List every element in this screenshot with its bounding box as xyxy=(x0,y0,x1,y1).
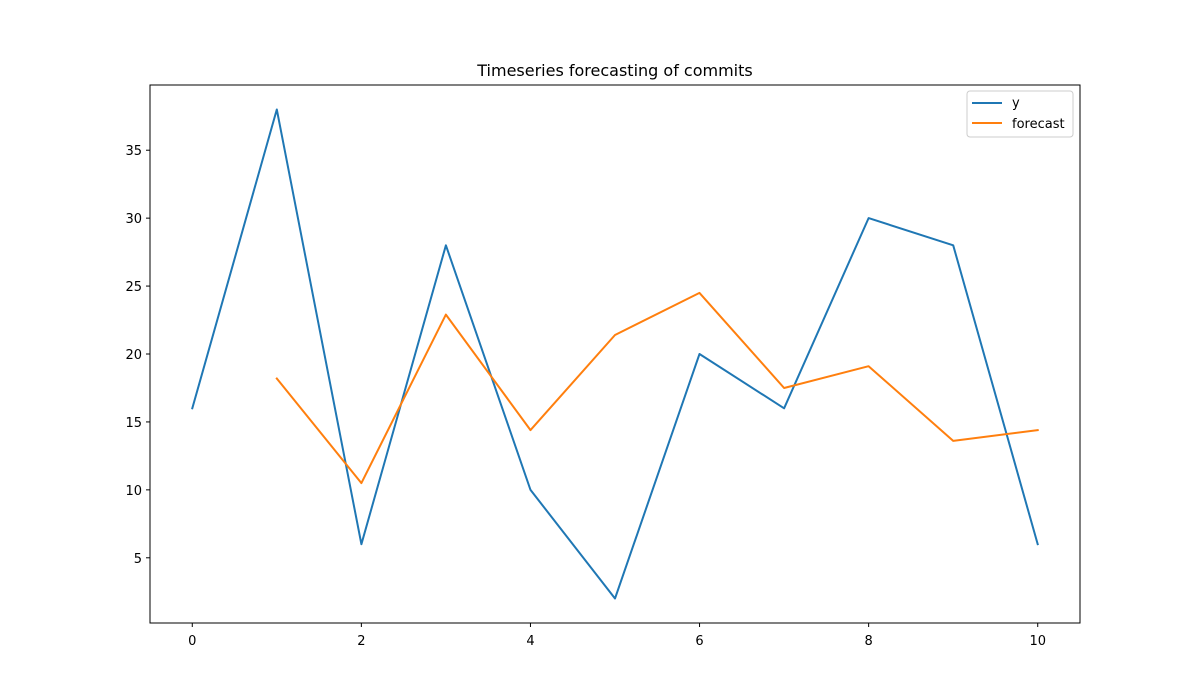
x-tick-label: 8 xyxy=(864,634,872,649)
y-tick-label: 15 xyxy=(125,416,142,431)
y-tick-label: 30 xyxy=(125,212,142,227)
y-tick-label: 5 xyxy=(134,552,142,567)
x-tick-label: 4 xyxy=(526,634,534,649)
x-axis: 0 2 4 6 8 10 xyxy=(188,623,1046,649)
x-tick-label: 2 xyxy=(357,634,365,649)
y-axis: 5 10 15 20 25 30 35 xyxy=(125,144,150,567)
series-line-forecast xyxy=(275,291,1039,485)
x-tick-label: 0 xyxy=(188,634,196,649)
y-tick-label: 10 xyxy=(125,484,142,499)
series-line-y xyxy=(191,108,1039,600)
x-tick-label: 10 xyxy=(1029,634,1046,649)
plot-area-frame xyxy=(149,84,1081,624)
series-layer xyxy=(191,108,1039,600)
legend: y forecast xyxy=(966,90,1074,138)
x-tick-label: 6 xyxy=(695,634,703,649)
y-tick-label: 35 xyxy=(125,144,142,159)
y-tick-label: 20 xyxy=(125,348,142,363)
y-tick-label: 25 xyxy=(125,280,142,295)
legend-label-y: y xyxy=(1012,96,1020,111)
chart-title: Timeseries forecasting of commits xyxy=(476,61,752,80)
legend-label-forecast: forecast xyxy=(1012,117,1065,132)
